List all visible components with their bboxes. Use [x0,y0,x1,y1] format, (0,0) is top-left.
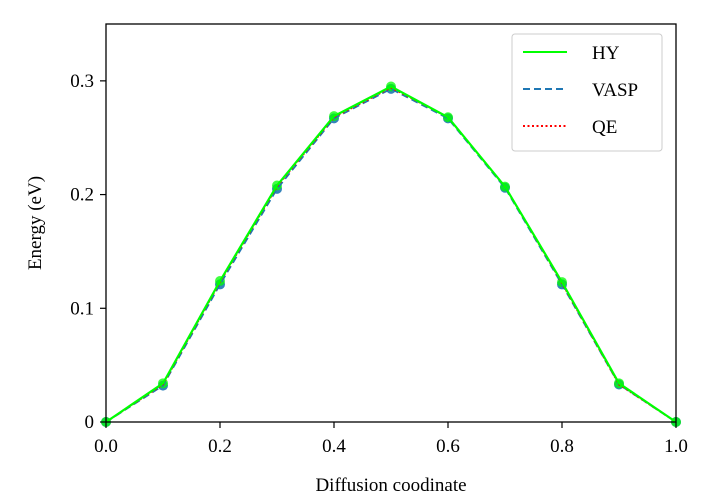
y-axis-label: Energy (eV) [25,176,46,270]
y-tick-label-0: 0 [85,412,95,433]
plot-frame [105,23,677,423]
x-axis-label: Diffusion coodinate [315,475,466,496]
y-tick-label-3: 0.3 [70,71,94,92]
x-tick-label-5: 1.0 [664,436,688,457]
legend-box [511,33,663,152]
legend-label-hy: HY [592,43,620,64]
legend-label-qe: QE [592,117,617,138]
x-tick-label-3: 0.6 [436,436,460,457]
axes: 0.0 0.2 0.4 0.6 0.8 1.0 0 0.1 0.2 0.3 [70,71,688,457]
x-tick-label-0: 0.0 [94,436,118,457]
y-tick-label-1: 0.1 [70,298,94,319]
x-tick-label-4: 0.8 [550,436,574,457]
series-line-hy [105,85,677,423]
y-tick-label-2: 0.2 [70,185,94,206]
x-tick-label-1: 0.2 [208,436,232,457]
plot-area [101,81,681,427]
legend: HY VASP QE [511,33,663,152]
x-tick-label-2: 0.4 [322,436,346,457]
legend-label-vasp: VASP [592,80,638,101]
